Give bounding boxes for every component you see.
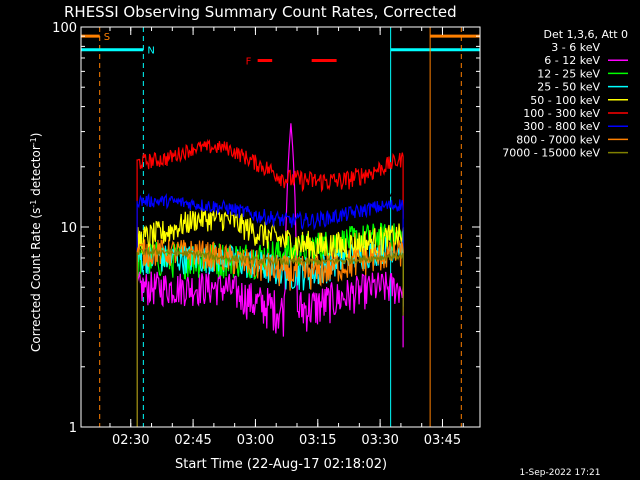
axis-layer: 1 10 100 02:30 02:45 03:00 03:15 03:30 03:45 xyxy=(52,21,480,448)
y-axis-label-part: Corrected Count Rate (s xyxy=(29,208,43,352)
chart-title: RHESSI Observing Summary Count Rates, Co… xyxy=(64,3,457,21)
legend-entry-label: 300 - 800 keV xyxy=(523,120,600,133)
y-axis-label: Corrected Count Rate (s-1 detector-1) xyxy=(29,133,44,352)
series-line-5 xyxy=(136,138,404,427)
y-axis-label-part: detector xyxy=(29,145,43,200)
marker-label: F xyxy=(246,56,252,67)
x-tick-label: 03:45 xyxy=(424,433,461,448)
legend-entry-label: 800 - 7000 keV xyxy=(516,133,600,146)
y-axis-label-part: -1 xyxy=(29,200,38,208)
marker-label: S xyxy=(104,32,110,43)
footer-date: 1-Sep-2022 17:21 xyxy=(520,468,601,478)
legend-entry-label: 7000 - 15000 keV xyxy=(502,147,600,160)
series-line-1 xyxy=(136,123,404,427)
legend-entry-label: 3 - 6 keV xyxy=(551,41,600,54)
legend-entry-label: 12 - 25 keV xyxy=(537,67,600,80)
x-axis-label: Start Time (22-Aug-17 02:18:02) xyxy=(175,457,387,472)
y-axis-label-part: ) xyxy=(29,133,43,138)
x-tick-label: 03:15 xyxy=(299,433,336,448)
x-tick-label: 02:45 xyxy=(174,433,211,448)
series-line-4 xyxy=(136,207,404,427)
marker-layer: S N F xyxy=(81,27,480,427)
y-tick-label: 100 xyxy=(52,21,77,36)
x-tick-label: 02:30 xyxy=(112,433,149,448)
legend-entry-label: 25 - 50 keV xyxy=(537,81,600,94)
legend-header: Det 1,3,6, Att 0 xyxy=(544,28,628,41)
series-line-6 xyxy=(136,192,404,427)
marker-label: N xyxy=(147,46,154,57)
y-tick-label: 10 xyxy=(60,221,77,236)
legend-entry-label: 6 - 12 keV xyxy=(544,54,600,67)
series-line-0 xyxy=(136,185,404,427)
x-tick-label: 03:00 xyxy=(237,433,274,448)
legend-entry-label: 100 - 300 keV xyxy=(523,107,600,120)
series-layer xyxy=(136,123,404,427)
x-tick-label: 03:30 xyxy=(361,433,398,448)
series-line-8 xyxy=(136,247,404,427)
y-axis-label-part: -1 xyxy=(29,137,38,145)
y-tick-label: 1 xyxy=(69,421,77,436)
legend-entry-label: 50 - 100 keV xyxy=(530,94,600,107)
